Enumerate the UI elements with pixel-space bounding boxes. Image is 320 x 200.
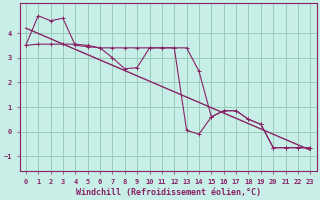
X-axis label: Windchill (Refroidissement éolien,°C): Windchill (Refroidissement éolien,°C) [76, 188, 260, 197]
